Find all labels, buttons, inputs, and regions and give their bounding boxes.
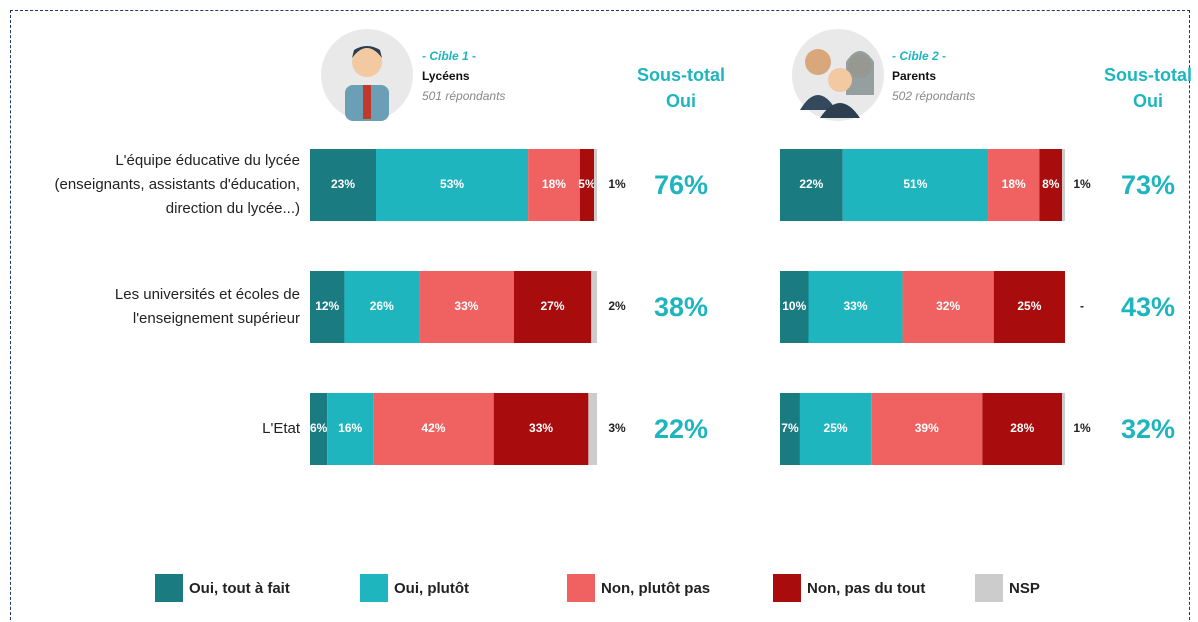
segment-label: 25%	[1017, 299, 1041, 313]
segment-label: 7%	[781, 421, 799, 435]
subtotal-value: 32%	[1121, 414, 1175, 444]
legend-label: Non, pas du tout	[807, 580, 925, 597]
segment-label: 12%	[315, 299, 339, 313]
segment-label: 33%	[844, 299, 868, 313]
row-label: L'Etat	[262, 420, 300, 437]
target-label: - Cible 1 -	[422, 49, 476, 63]
legend-label: NSP	[1009, 580, 1040, 597]
segment-label: 22%	[799, 177, 823, 191]
legend-swatch	[773, 574, 801, 602]
segment-label: 53%	[440, 177, 464, 191]
segment-label: 25%	[824, 421, 848, 435]
bar-segment	[579, 149, 595, 221]
bar-segment	[1062, 149, 1065, 221]
nsp-label: 1%	[608, 177, 626, 191]
target-name: Lycéens	[422, 69, 470, 83]
segment-label: 51%	[903, 177, 927, 191]
bar-segment	[808, 271, 903, 343]
bar-segment	[373, 393, 494, 465]
subtotal-title: Sous-total Oui	[637, 65, 725, 111]
segment-label: 28%	[1010, 421, 1034, 435]
legend-label: Oui, plutôt	[394, 580, 469, 597]
segment-label: 5%	[578, 177, 596, 191]
nsp-label: 1%	[1073, 421, 1091, 435]
segment-label: 16%	[338, 421, 362, 435]
bar-segment	[780, 393, 800, 465]
nsp-label: 1%	[1073, 177, 1091, 191]
bar-segment	[1039, 149, 1063, 221]
legend-swatch	[155, 574, 183, 602]
segment-label: 23%	[331, 177, 355, 191]
nsp-label: 2%	[608, 299, 626, 313]
segment-label: 32%	[936, 299, 960, 313]
bar-segment	[376, 149, 529, 221]
segment-label: 6%	[310, 421, 328, 435]
bar-segment	[310, 271, 345, 343]
frame	[10, 10, 1190, 622]
bar-segment	[1062, 393, 1065, 465]
bar-segment	[493, 393, 589, 465]
bar-segment	[982, 393, 1063, 465]
row-label: Les universités et écoles de l'enseignem…	[114, 286, 300, 327]
bar-segment	[310, 149, 377, 221]
avatar	[321, 29, 413, 121]
segment-label: 8%	[1042, 177, 1060, 191]
bar-segment	[588, 393, 597, 465]
bar-segment	[780, 149, 843, 221]
segment-label: 42%	[421, 421, 445, 435]
bar-segment	[513, 271, 592, 343]
avatar	[792, 29, 884, 121]
bar-segment	[842, 149, 989, 221]
bar-segment	[993, 271, 1065, 343]
bar-segment	[419, 271, 514, 343]
bar-segment	[310, 393, 328, 465]
nsp-label: -	[1080, 299, 1084, 313]
legend-label: Non, plutôt pas	[601, 580, 710, 597]
subtotal-value: 38%	[654, 292, 708, 322]
segment-label: 33%	[454, 299, 478, 313]
subtotal-value: 73%	[1121, 170, 1175, 200]
subtotal-value: 43%	[1121, 292, 1175, 322]
bar-segment	[344, 271, 420, 343]
respondents: 502 répondants	[892, 89, 975, 103]
bar-segment	[902, 271, 994, 343]
bar-segment	[591, 271, 597, 343]
segment-label: 10%	[782, 299, 806, 313]
segment-label: 26%	[370, 299, 394, 313]
segment-label: 18%	[1002, 177, 1026, 191]
respondents: 501 répondants	[422, 89, 505, 103]
bar-segment	[780, 271, 809, 343]
subtotal-value: 22%	[654, 414, 708, 444]
segment-label: 27%	[540, 299, 564, 313]
segment-label: 33%	[529, 421, 553, 435]
legend-label: Oui, tout à fait	[189, 580, 290, 597]
subtotal-value: 76%	[654, 170, 708, 200]
legend-swatch	[975, 574, 1003, 602]
subtotal-title: Sous-total Oui	[1104, 65, 1192, 111]
legend-swatch	[360, 574, 388, 602]
bar-segment	[799, 393, 872, 465]
segment-label: 18%	[542, 177, 566, 191]
segment-label: 39%	[915, 421, 939, 435]
bar-segment	[327, 393, 374, 465]
target-label: - Cible 2 -	[892, 49, 946, 63]
nsp-label: 3%	[608, 421, 626, 435]
bar-segment	[988, 149, 1040, 221]
bar-segment	[871, 393, 983, 465]
bar-segment	[528, 149, 580, 221]
legend-swatch	[567, 574, 595, 602]
target-name: Parents	[892, 69, 936, 83]
row-label: L'équipe éducative du lycée (enseignants…	[54, 152, 300, 217]
bar-segment	[594, 149, 597, 221]
